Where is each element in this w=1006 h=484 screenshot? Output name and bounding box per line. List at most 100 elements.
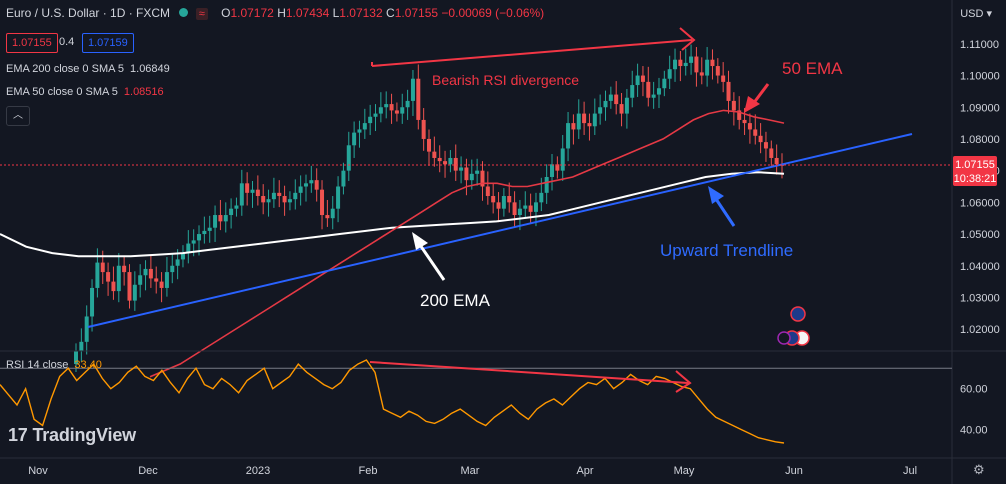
rsi-line [0, 359, 785, 444]
candle-body [603, 100, 608, 108]
candle-body [320, 189, 325, 216]
candle-body [769, 148, 774, 158]
ohlc-values: O1.07172 H1.07434 L1.07132 C1.07155 −0.0… [221, 6, 545, 20]
collapse-legend-button[interactable]: ︿ [6, 106, 30, 126]
candle-body [309, 180, 314, 184]
candle-body [164, 272, 169, 288]
candle-body [314, 180, 319, 190]
candle-body [159, 281, 164, 288]
ema200-line [0, 171, 785, 258]
candle-body [352, 132, 357, 146]
ema200-legend[interactable]: EMA 200 close 0 SMA 5 1.06849 [6, 63, 170, 75]
candle-body [170, 265, 175, 273]
candle-body [384, 104, 389, 108]
price-tick: 1.03000 [960, 292, 1000, 304]
candle-body [229, 208, 234, 216]
candle-body [753, 129, 758, 136]
candle-body [464, 167, 469, 181]
candle-body [416, 78, 421, 120]
time-tick: Nov [28, 465, 48, 477]
time-tick: Dec [138, 465, 158, 477]
event-icon[interactable] [790, 306, 806, 322]
candle-body [726, 81, 731, 101]
candle-body [111, 281, 116, 292]
divergence-arrow-rsi [369, 361, 692, 393]
candle-body [656, 88, 661, 95]
candle-body [127, 272, 132, 301]
candle-body [405, 100, 410, 108]
candle-body [512, 202, 517, 216]
candle-body [191, 240, 196, 244]
candle-body [555, 164, 560, 171]
candle-body [325, 215, 330, 219]
candle-body [742, 119, 747, 124]
chart-header: Euro / U.S. Dollar · 1D · FXCM ≈ O1.0717… [6, 6, 544, 20]
candle-body [689, 56, 694, 63]
candle-body [421, 119, 426, 139]
candle-body [427, 138, 431, 152]
candle-body [336, 186, 341, 209]
candle-body [239, 183, 244, 206]
candle-body [576, 113, 581, 130]
candle-body [95, 262, 100, 288]
symbol-title[interactable]: Euro / U.S. Dollar · 1D · FXCM [6, 6, 171, 20]
candle-body [630, 85, 635, 98]
settings-gear-icon[interactable]: ⚙ [973, 462, 985, 477]
market-status-icon [179, 8, 189, 17]
sell-price-button[interactable]: 1.07155 [6, 33, 58, 53]
ema200-label: 200 EMA [420, 291, 491, 310]
candle-body [143, 268, 148, 276]
candle-body [266, 199, 271, 203]
time-tick: 2023 [246, 465, 270, 477]
candle-body [763, 142, 768, 149]
candle-body [250, 189, 255, 193]
rsi-legend[interactable]: RSI 14 close 33.40 [6, 359, 102, 371]
candle-body [122, 265, 127, 273]
candle-body [175, 259, 180, 266]
candle-body [148, 268, 153, 279]
trendline-arrow [708, 186, 736, 227]
currency-selector[interactable]: USD ▾ [960, 8, 992, 20]
ema50-line [149, 109, 785, 378]
candle-body [180, 253, 185, 260]
candle-body [737, 110, 742, 120]
candle-body [715, 66, 720, 76]
buy-price-button[interactable]: 1.07159 [82, 33, 134, 53]
candle-body [287, 199, 292, 203]
price-tick: 1.04000 [960, 261, 1000, 273]
candle-body [282, 196, 287, 203]
candle-body [560, 148, 565, 171]
candle-body [694, 56, 699, 73]
candle-body [683, 62, 688, 67]
trendline-label: Upward Trendline [660, 241, 793, 260]
event-icon[interactable] [777, 331, 791, 345]
candle-body [90, 287, 95, 317]
candle-body [592, 113, 597, 127]
candle-body [223, 215, 228, 222]
candle-body [475, 170, 480, 174]
candle-body [106, 272, 111, 282]
candle-body [84, 316, 89, 342]
spread-value: 0.4 [59, 36, 75, 48]
candle-body [651, 94, 656, 98]
rsi-tick: 60.00 [960, 384, 988, 396]
candle-body [400, 107, 405, 114]
candle-body [362, 123, 367, 130]
candle-body [678, 59, 683, 67]
candle-body [774, 157, 779, 165]
candle-body [432, 151, 437, 158]
last-price-tag [953, 156, 997, 186]
candle-body [341, 170, 346, 187]
candle-body [624, 97, 629, 114]
candle-body [213, 215, 218, 228]
candle-body [587, 123, 592, 127]
candle-body [491, 196, 496, 203]
candle-body [507, 196, 512, 203]
price-tick: 1.10000 [960, 71, 1000, 83]
time-tick: May [674, 465, 695, 477]
candle-body [368, 116, 373, 124]
alert-icon[interactable]: ≈ [195, 8, 208, 20]
ema50-legend[interactable]: EMA 50 close 0 SMA 5 1.08516 [6, 86, 164, 98]
candle-body [598, 107, 603, 114]
